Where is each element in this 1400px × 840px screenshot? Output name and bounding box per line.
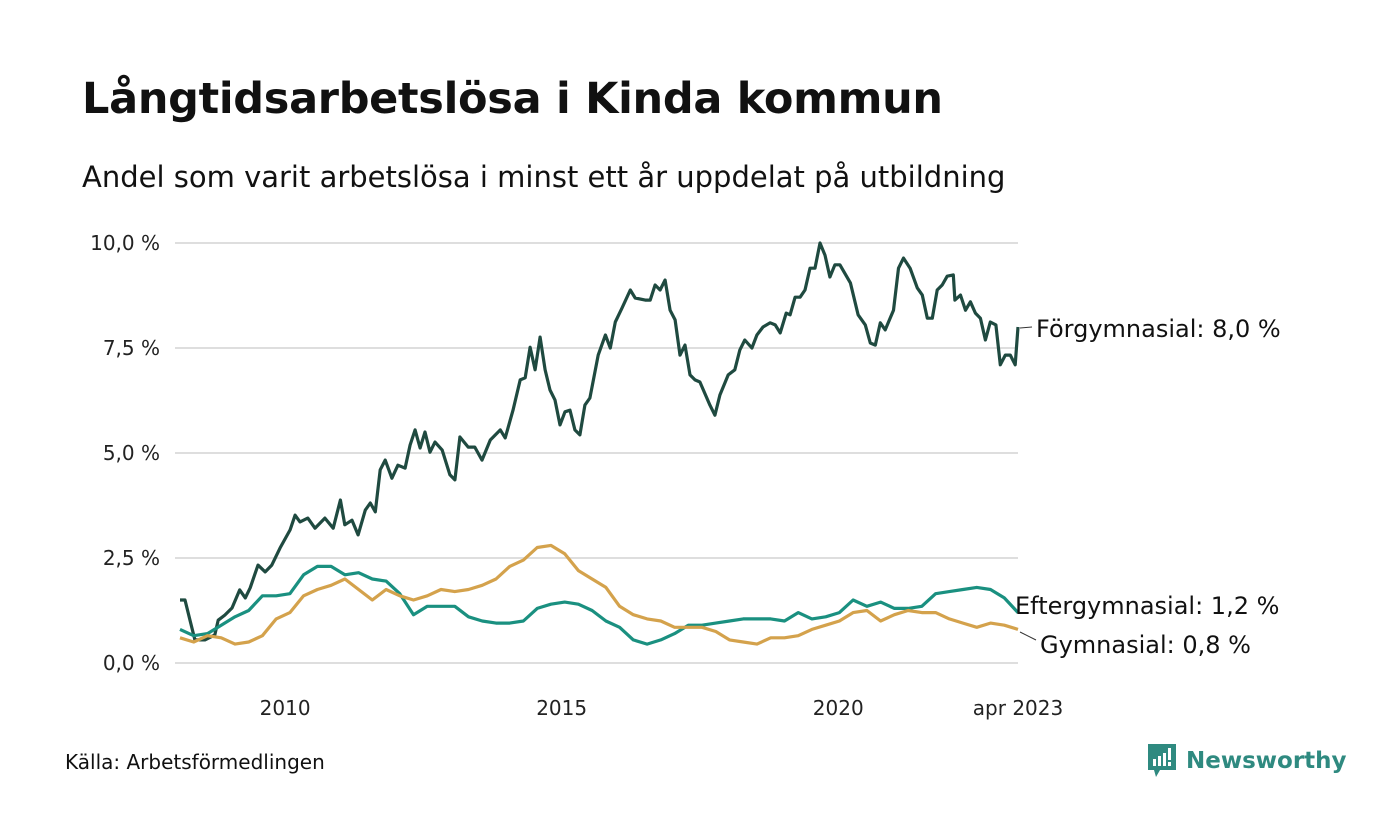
y-tick-label: 10,0 % xyxy=(90,231,160,255)
y-tick-label: 0,0 % xyxy=(103,651,160,675)
series-line-gymnasial xyxy=(179,543,1019,646)
brand-name: Newsworthy xyxy=(1186,748,1347,774)
series-line-eftergymnasial xyxy=(179,564,1020,646)
x-axis-ticks: 2010 2015 2020 apr 2023 xyxy=(260,696,1064,720)
end-label-gymnasial: Gymnasial: 0,8 % xyxy=(1040,631,1251,659)
leader-line xyxy=(1019,326,1033,329)
newsworthy-logo-icon xyxy=(1148,744,1176,777)
x-tick-label: 2015 xyxy=(536,696,587,720)
x-tick-label: 2010 xyxy=(260,696,311,720)
x-tick-label: apr 2023 xyxy=(973,696,1063,720)
chart-title: Långtidsarbetslösa i Kinda kommun xyxy=(82,74,943,124)
end-label-eftergymnasial: Eftergymnasial: 1,2 % xyxy=(1015,592,1279,620)
x-tick-label: 2020 xyxy=(813,696,864,720)
leader-line xyxy=(1019,631,1037,641)
y-tick-label: 7,5 % xyxy=(103,336,160,360)
series-lines xyxy=(179,241,1020,646)
end-labels: Förgymnasial: 8,0 % Eftergymnasial: 1,2 %… xyxy=(1015,315,1281,659)
y-axis-ticks: 0,0 % 2,5 % 5,0 % 7,5 % 10,0 % xyxy=(90,231,160,675)
series-line-förgymnasial xyxy=(180,241,1020,642)
source-note: Källa: Arbetsförmedlingen xyxy=(65,750,325,774)
end-label-förgymnasial: Förgymnasial: 8,0 % xyxy=(1036,315,1281,343)
chart-subtitle: Andel som varit arbetslösa i minst ett å… xyxy=(82,160,1006,194)
y-tick-label: 2,5 % xyxy=(103,546,160,570)
newsworthy-logo: Newsworthy xyxy=(1148,744,1347,778)
y-tick-label: 5,0 % xyxy=(103,441,160,465)
gridlines xyxy=(175,242,1018,664)
